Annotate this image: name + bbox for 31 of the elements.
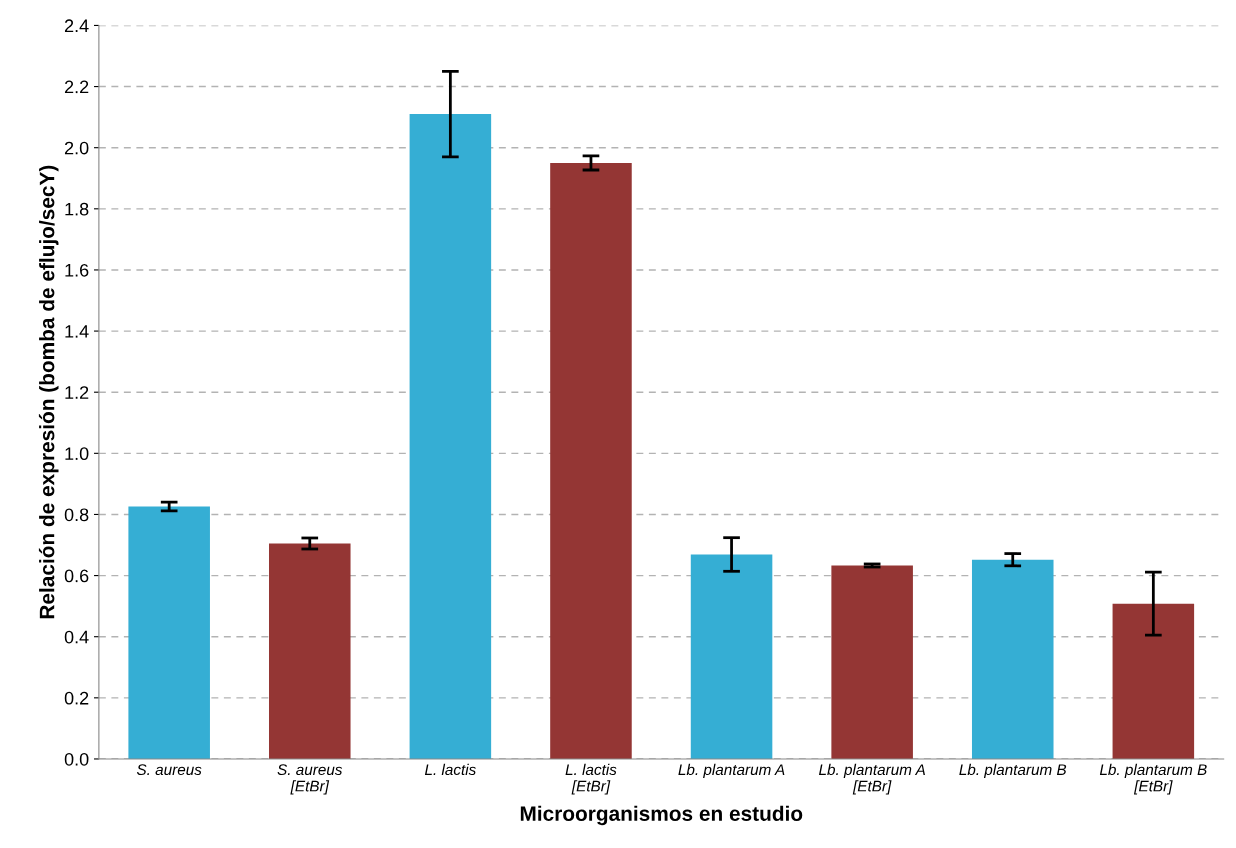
y-tick-label: 0.2 xyxy=(64,691,89,705)
bar xyxy=(690,554,773,759)
x-tick-label: L. lactis [EtBr] xyxy=(565,763,617,795)
x-tick-label: Lb. plantarum B [EtBr] xyxy=(1099,763,1207,795)
y-tick-label: 0.6 xyxy=(64,569,89,583)
bar xyxy=(550,162,632,759)
bar xyxy=(1112,603,1195,759)
x-axis-title: Microorganismos en estudio xyxy=(520,805,803,826)
y-tick-label: 1.4 xyxy=(65,325,89,338)
y-tick-label: 2.4 xyxy=(64,19,89,32)
bar xyxy=(128,506,210,759)
y-tick-label: 1.8 xyxy=(65,202,89,216)
bar xyxy=(269,543,351,759)
y-tick-label: 1.6 xyxy=(65,263,89,277)
x-tick-label: Lb. plantarum A [EtBr] xyxy=(818,763,925,795)
y-tick-label: 2.2 xyxy=(64,80,89,94)
y-tick-label: 1.2 xyxy=(65,386,89,399)
bar xyxy=(831,565,913,759)
x-tick-label: L. lactis xyxy=(424,763,476,776)
y-tick-label: 1.0 xyxy=(65,447,89,461)
x-tick-label: S. aureus [EtBr] xyxy=(277,764,343,795)
bar xyxy=(409,114,492,759)
bar xyxy=(971,559,1054,759)
x-tick-label: Lb. plantarum A xyxy=(678,763,785,779)
y-tick-label: 0.0 xyxy=(64,752,89,766)
y-tick-label: 0.8 xyxy=(64,508,89,522)
x-tick-label: Lb. plantarum B xyxy=(959,763,1067,779)
y-axis-title: Relación de expresión (bomba de eflujo/secY) xyxy=(38,165,59,619)
x-tick-label: S. aureus xyxy=(136,764,202,776)
y-tick-label: 0.4 xyxy=(64,630,89,644)
y-tick-label: 2.0 xyxy=(64,141,89,155)
